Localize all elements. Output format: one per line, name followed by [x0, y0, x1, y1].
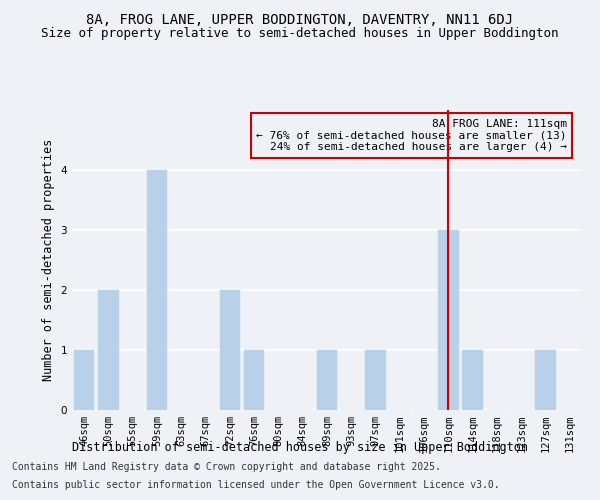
- Bar: [98, 290, 119, 410]
- Y-axis label: Number of semi-detached properties: Number of semi-detached properties: [42, 139, 55, 381]
- Text: 8A FROG LANE: 111sqm
← 76% of semi-detached houses are smaller (13)
24% of semi-: 8A FROG LANE: 111sqm ← 76% of semi-detac…: [256, 119, 567, 152]
- Bar: [438, 230, 459, 410]
- Bar: [244, 350, 265, 410]
- Bar: [74, 350, 94, 410]
- Bar: [220, 290, 240, 410]
- Bar: [365, 350, 386, 410]
- Bar: [317, 350, 337, 410]
- Bar: [535, 350, 556, 410]
- Text: Contains HM Land Registry data © Crown copyright and database right 2025.: Contains HM Land Registry data © Crown c…: [12, 462, 441, 472]
- Bar: [463, 350, 483, 410]
- Text: 8A, FROG LANE, UPPER BODDINGTON, DAVENTRY, NN11 6DJ: 8A, FROG LANE, UPPER BODDINGTON, DAVENTR…: [86, 12, 514, 26]
- Bar: [146, 170, 167, 410]
- Text: Contains public sector information licensed under the Open Government Licence v3: Contains public sector information licen…: [12, 480, 500, 490]
- Text: Distribution of semi-detached houses by size in Upper Boddington: Distribution of semi-detached houses by …: [72, 441, 528, 454]
- Text: Size of property relative to semi-detached houses in Upper Boddington: Size of property relative to semi-detach…: [41, 28, 559, 40]
